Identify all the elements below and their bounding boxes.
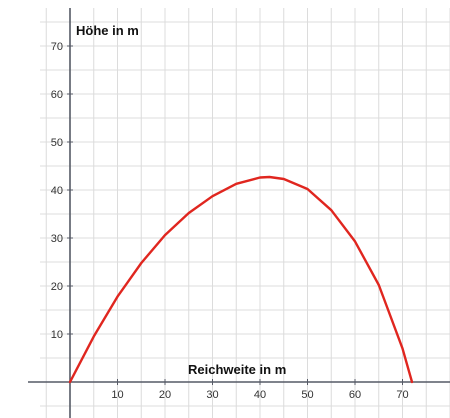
x-tick-label-60: 60	[349, 389, 361, 401]
x-tick-label-30: 30	[206, 389, 218, 401]
horizontal-gridlines	[40, 21, 450, 407]
x-axis-label: Reichweite in m	[188, 362, 286, 377]
y-axis-label: Höhe in m	[76, 23, 139, 38]
axes	[28, 8, 450, 418]
x-tick-label-40: 40	[254, 389, 266, 401]
y-tick-label-40: 40	[51, 185, 63, 197]
x-tick-label-70: 70	[396, 389, 408, 401]
x-tick-label-10: 10	[111, 389, 123, 401]
x-tick-label-50: 50	[301, 389, 313, 401]
x-tick-label-20: 20	[159, 389, 171, 401]
y-tick-label-20: 20	[51, 281, 63, 293]
series-line-0	[68, 175, 414, 384]
series-layer	[68, 175, 414, 384]
tick-labels: 10 20 30 40 50 60 70 10 20 30 40 50 60 70	[51, 41, 409, 401]
y-tick-label-10: 10	[51, 329, 63, 341]
y-tick-label-30: 30	[51, 233, 63, 245]
y-tick-label-50: 50	[51, 137, 63, 149]
y-tick-label-70: 70	[51, 41, 63, 53]
y-tick-label-60: 60	[51, 89, 63, 101]
